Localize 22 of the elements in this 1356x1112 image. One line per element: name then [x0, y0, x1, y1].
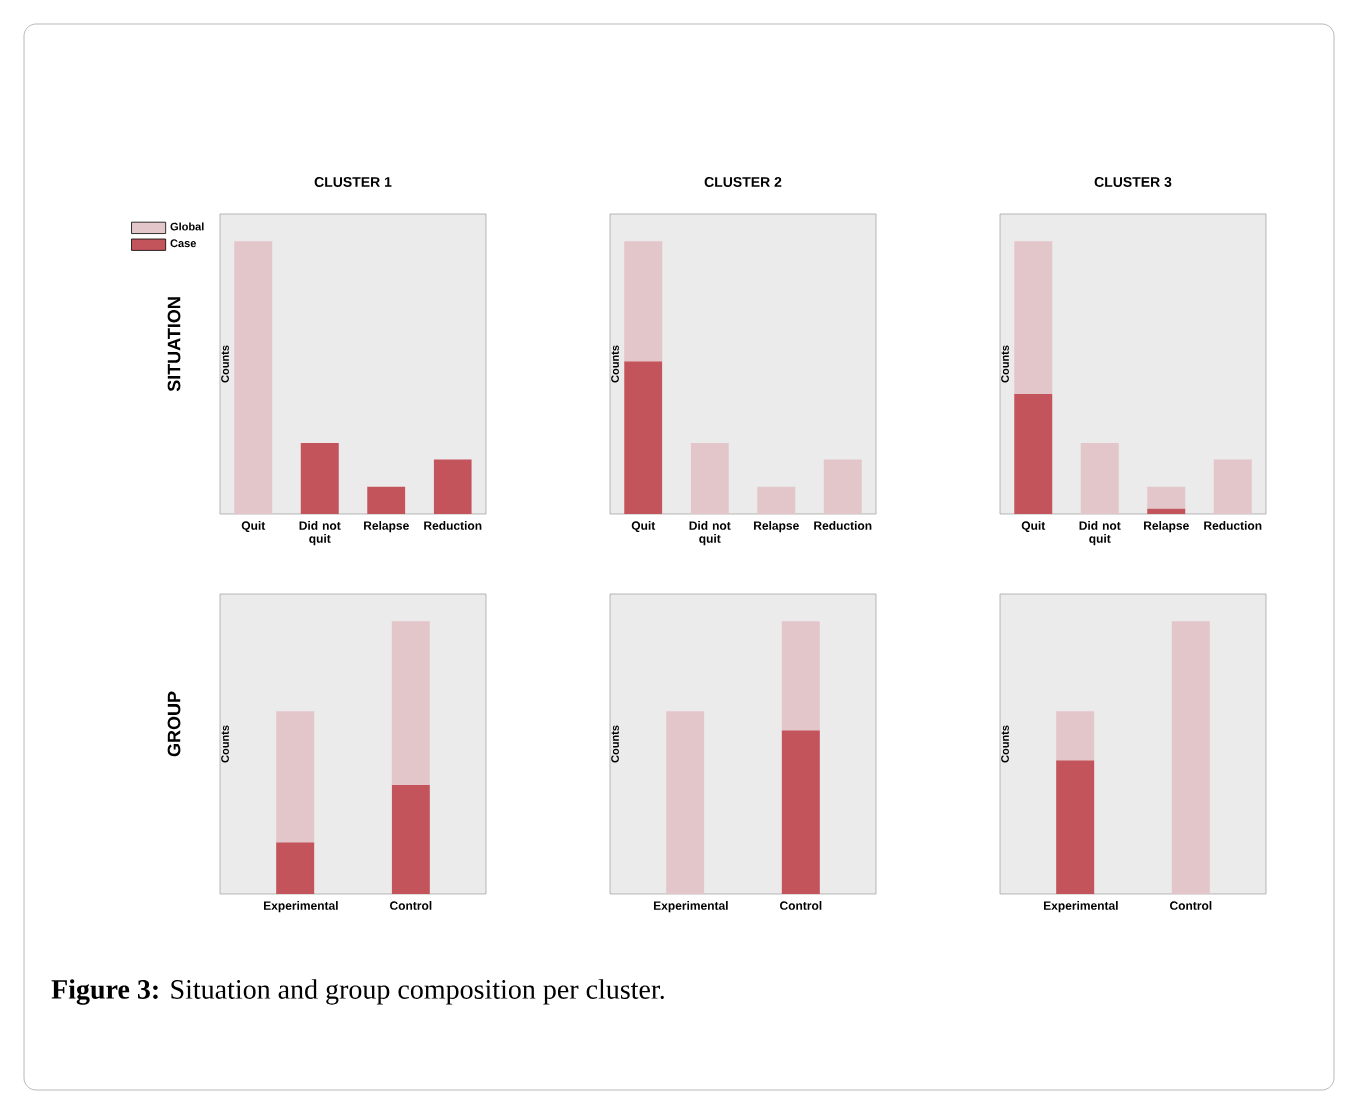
- bar: [690, 443, 729, 514]
- bar: [276, 842, 315, 894]
- bar: [300, 443, 339, 514]
- bar: [367, 486, 406, 514]
- bar: [1080, 443, 1119, 514]
- bar: [1147, 486, 1186, 509]
- bar: [391, 621, 430, 785]
- bar: [624, 361, 663, 514]
- bar: [276, 711, 315, 843]
- bar: [1213, 459, 1252, 514]
- bar: [624, 241, 663, 362]
- bar: [823, 459, 862, 514]
- text: SITUATION: [167, 297, 181, 392]
- bar: [433, 459, 472, 514]
- bar: [1014, 393, 1053, 514]
- bar: [1014, 241, 1053, 394]
- text: GROUP: [167, 691, 181, 757]
- bar: [757, 486, 796, 514]
- bar: [1147, 508, 1186, 514]
- bar: [391, 784, 430, 894]
- bar: [234, 241, 273, 514]
- text: Figure 3: Situation and group composition per cluster.: [51, 979, 664, 1005]
